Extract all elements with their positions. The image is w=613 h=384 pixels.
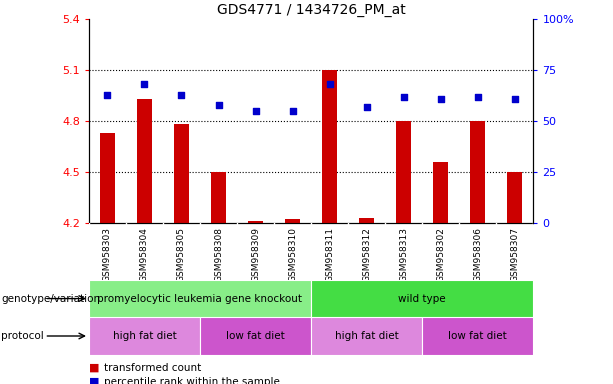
Bar (285, 219, 300, 223)
Point (510, 96, 520, 102)
Text: GSM958307: GSM958307 (510, 227, 519, 282)
Text: genotype/variation: genotype/variation (1, 293, 101, 304)
Text: low fat diet: low fat diet (448, 331, 507, 341)
Text: transformed count: transformed count (104, 363, 202, 373)
Point (473, 93, 482, 99)
Text: GSM958302: GSM958302 (436, 227, 445, 282)
Bar (89, 280, 311, 317)
Bar (508, 172, 522, 223)
Bar (89, 317, 200, 355)
Title: GDS4771 / 1434726_PM_at: GDS4771 / 1434726_PM_at (217, 3, 405, 17)
Bar (359, 218, 374, 223)
Text: GSM958304: GSM958304 (140, 227, 149, 282)
Text: GSM958305: GSM958305 (177, 227, 186, 282)
Text: GSM958311: GSM958311 (325, 227, 334, 282)
Bar (211, 172, 226, 223)
Bar (137, 99, 152, 223)
Text: protocol: protocol (1, 331, 44, 341)
Point (325, 81, 335, 88)
Text: GSM958310: GSM958310 (288, 227, 297, 282)
Text: GSM958303: GSM958303 (103, 227, 112, 282)
Text: high fat diet: high fat diet (113, 331, 177, 341)
Text: GSM958308: GSM958308 (214, 227, 223, 282)
Bar (422, 317, 533, 355)
Bar (322, 70, 337, 223)
Text: GSM958312: GSM958312 (362, 227, 371, 282)
Point (362, 104, 371, 110)
Point (213, 102, 223, 108)
Point (177, 91, 186, 98)
Bar (100, 133, 115, 223)
Text: GSM958313: GSM958313 (399, 227, 408, 282)
Bar (200, 317, 311, 355)
Text: wild type: wild type (398, 293, 446, 304)
Point (436, 96, 446, 102)
Text: high fat diet: high fat diet (335, 331, 398, 341)
Text: ■: ■ (89, 363, 99, 373)
Bar (248, 221, 263, 223)
Text: percentile rank within the sample: percentile rank within the sample (104, 377, 280, 384)
Point (251, 108, 261, 114)
Bar (311, 317, 422, 355)
Text: promyelocytic leukemia gene knockout: promyelocytic leukemia gene knockout (97, 293, 302, 304)
Text: GSM958309: GSM958309 (251, 227, 260, 282)
Point (287, 108, 297, 114)
Point (140, 81, 150, 88)
Text: low fat diet: low fat diet (226, 331, 285, 341)
Text: ■: ■ (89, 377, 99, 384)
Bar (311, 280, 533, 317)
Bar (470, 121, 485, 223)
Bar (396, 121, 411, 223)
Bar (433, 162, 448, 223)
Bar (174, 124, 189, 223)
Point (399, 93, 409, 99)
Text: GSM958306: GSM958306 (473, 227, 482, 282)
Point (102, 91, 112, 98)
